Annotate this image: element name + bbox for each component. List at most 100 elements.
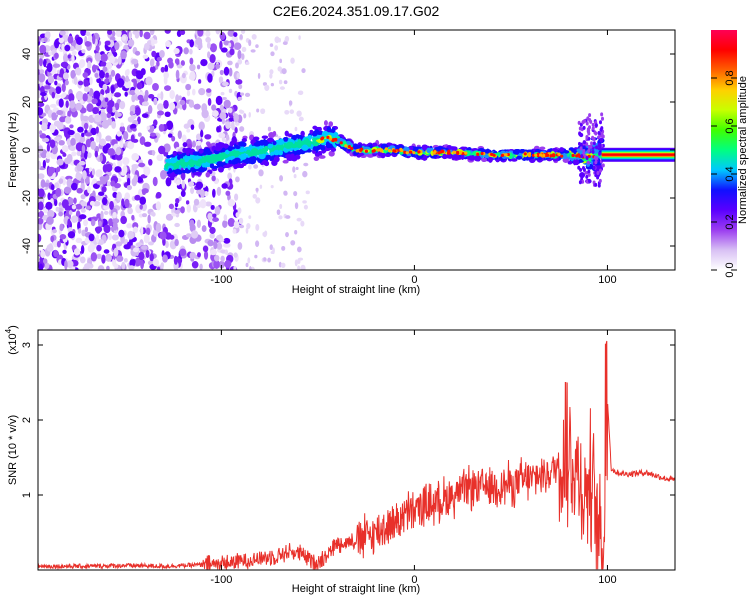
noise-cell <box>92 200 101 207</box>
noise-cell <box>227 217 235 227</box>
ridge-cell <box>325 141 330 148</box>
ridge-cell <box>166 155 171 159</box>
noise-cell <box>112 191 118 198</box>
ridge-cell <box>207 143 212 148</box>
noise-cell <box>182 142 188 148</box>
ridge-cell <box>190 167 195 172</box>
ridge-cell <box>284 144 292 149</box>
noise-cell <box>129 110 134 116</box>
noise-cell <box>96 244 102 252</box>
ridge-core-cell <box>577 153 581 157</box>
ridge-cell <box>562 157 569 163</box>
noise-cell <box>297 246 302 253</box>
noise-cell <box>174 209 181 215</box>
noise-cell <box>233 42 242 50</box>
noise-cell <box>210 204 215 210</box>
noise-cell <box>240 92 245 96</box>
noise-cell <box>207 98 212 106</box>
noise-cell <box>185 83 192 91</box>
noise-cell <box>176 64 183 69</box>
noise-cell <box>232 112 236 117</box>
noise-cell <box>61 83 66 93</box>
noise-cell <box>256 108 260 113</box>
noise-cell <box>283 190 288 196</box>
ridge-cell <box>472 150 477 156</box>
ridge-cell <box>372 142 378 148</box>
noise-cell <box>111 120 116 129</box>
ridge-cell <box>278 149 284 156</box>
noise-cell <box>67 129 75 136</box>
noise-cell <box>70 182 78 191</box>
noise-cell <box>280 262 286 269</box>
ridge-cell <box>594 131 598 136</box>
noise-cell <box>152 176 158 187</box>
noise-cell <box>201 109 209 119</box>
ridge-cell <box>197 152 205 156</box>
ridge-cell <box>582 149 586 154</box>
noise-cell <box>137 132 142 137</box>
noise-cell <box>121 35 127 41</box>
noise-cell <box>67 54 71 59</box>
noise-cell <box>223 237 231 244</box>
ridge-core-cell <box>344 144 348 148</box>
ridge-core-cell <box>384 147 389 151</box>
ridge-cell <box>586 116 590 121</box>
ridge-core-cell <box>321 136 325 140</box>
noise-cell <box>100 210 104 220</box>
noise-cell <box>114 41 120 51</box>
noise-cell <box>123 131 129 141</box>
noise-cell <box>39 53 45 59</box>
noise-cell <box>100 89 105 96</box>
noise-cell <box>245 227 249 234</box>
x-tick-label: 0 <box>411 574 417 586</box>
ridge-core-cell <box>359 148 363 152</box>
noise-cell <box>100 61 107 67</box>
noise-cell <box>189 48 193 55</box>
noise-cell <box>207 212 213 220</box>
noise-cell <box>38 57 43 67</box>
ridge-cell <box>258 153 266 160</box>
noise-cell <box>225 134 230 141</box>
noise-cell <box>83 151 88 160</box>
noise-cell <box>122 165 128 175</box>
noise-cell <box>254 254 258 259</box>
noise-cell <box>148 241 154 246</box>
noise-cell <box>292 166 296 173</box>
noise-cell <box>282 41 288 45</box>
noise-cell <box>279 175 284 182</box>
noise-cell <box>82 72 89 78</box>
noise-cell <box>134 50 141 56</box>
noise-cell <box>143 31 151 40</box>
noise-cell <box>156 61 160 67</box>
noise-cell <box>55 187 62 197</box>
noise-cell <box>131 214 135 221</box>
colorbar-tick-label: 0.8 <box>724 70 736 85</box>
noise-cell <box>191 230 199 239</box>
ridge-cell <box>601 163 605 168</box>
ridge-cell <box>238 164 244 169</box>
y-tick-label: 0 <box>21 147 33 153</box>
noise-cell <box>71 216 77 223</box>
noise-cell <box>47 167 52 177</box>
noise-cell <box>75 90 84 101</box>
noise-cell <box>197 30 204 37</box>
noise-cell <box>99 138 107 146</box>
noise-cell <box>134 88 139 95</box>
noise-cell <box>103 224 111 234</box>
noise-cell <box>76 150 82 157</box>
noise-cell <box>298 116 304 122</box>
ridge-core-cell <box>587 154 591 158</box>
noise-cell <box>89 76 93 85</box>
noise-cell <box>86 103 94 112</box>
noise-cell <box>156 266 161 270</box>
noise-cell <box>207 73 213 83</box>
noise-cell <box>104 78 109 85</box>
noise-cell <box>58 139 65 146</box>
noise-cell <box>92 183 100 189</box>
noise-cell <box>255 187 259 192</box>
noise-cell <box>38 106 44 116</box>
noise-cell <box>46 216 54 225</box>
ridge-cell <box>578 141 582 146</box>
noise-cell <box>67 231 76 239</box>
noise-cell <box>46 143 51 153</box>
